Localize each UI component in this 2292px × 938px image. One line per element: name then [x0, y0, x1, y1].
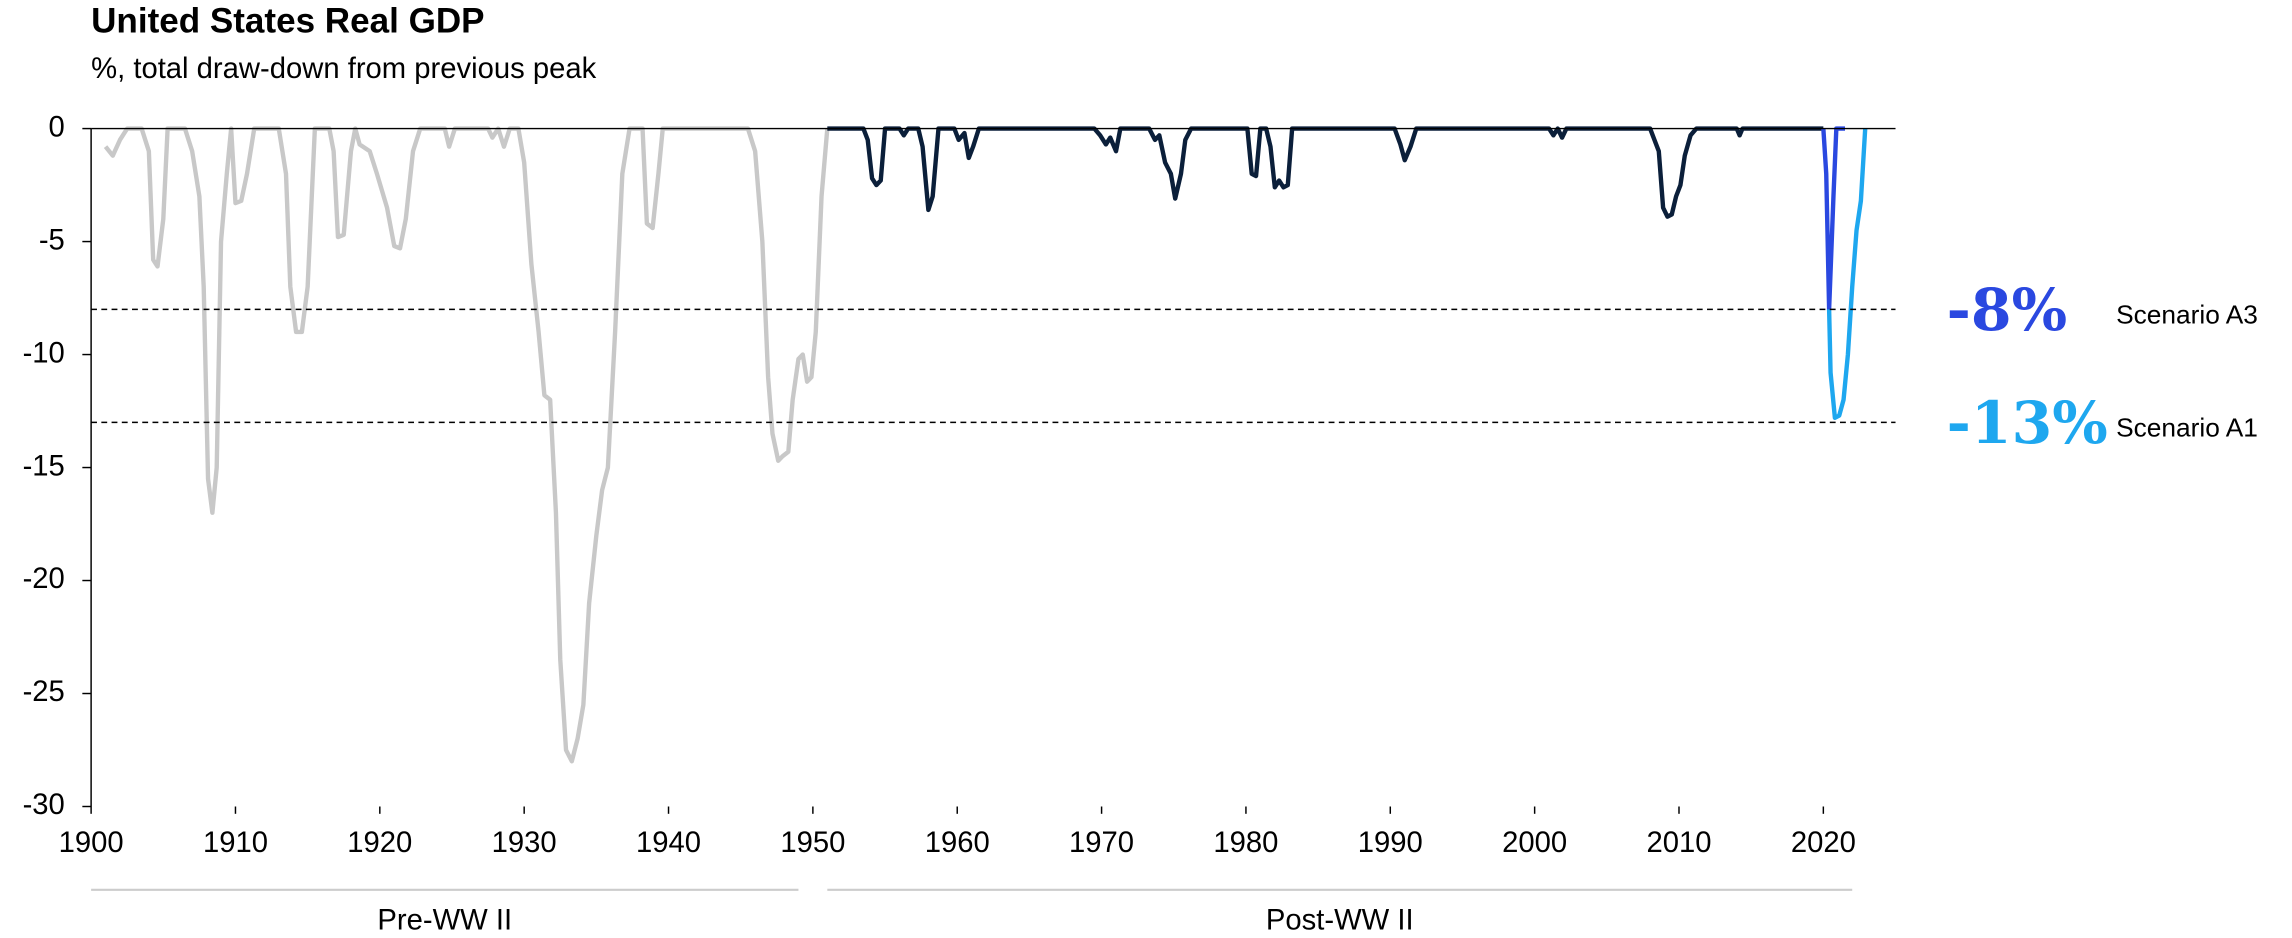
x-tick-label: 1940	[636, 827, 701, 859]
x-tick-label: 1920	[347, 827, 412, 859]
x-tick-label: 2010	[1646, 827, 1711, 859]
line	[1826, 128, 1868, 421]
period-label: Pre-WW II	[377, 905, 512, 937]
chart-subtitle: %, total draw-down from previous peak	[91, 53, 596, 85]
line	[103, 126, 830, 764]
scenario-value: -8%	[1947, 275, 2067, 344]
period-label: Post-WW II	[1266, 905, 1414, 937]
chart-title: United States Real GDP	[91, 2, 484, 41]
x-tick-label: 1990	[1358, 827, 1423, 859]
x-tick-label: 1970	[1069, 827, 1134, 859]
x-tick-label: 1910	[203, 827, 268, 859]
y-tick-label: -20	[23, 563, 65, 595]
x-tick-label: 1980	[1213, 827, 1278, 859]
y-tick-label: -5	[39, 224, 65, 256]
line	[1821, 126, 1845, 312]
x-tick-label: 1900	[59, 827, 124, 859]
y-tick-label: 0	[49, 111, 65, 143]
x-tick-label: 2020	[1791, 827, 1856, 859]
y-tick-label: -15	[23, 450, 65, 482]
x-tick-label: 1930	[492, 827, 557, 859]
x-tick-label: 1950	[780, 827, 845, 859]
y-tick-label: -25	[23, 676, 65, 708]
x-tick-label: 2000	[1502, 827, 1567, 859]
scenario-name: Scenario A3	[2116, 300, 2258, 330]
y-tick-label: -10	[23, 337, 65, 369]
line	[827, 126, 1824, 219]
y-tick-label: -30	[23, 789, 65, 821]
scenario-value: -13%	[1947, 388, 2108, 457]
x-tick-label: 1960	[925, 827, 990, 859]
scenario-name: Scenario A1	[2116, 413, 2258, 443]
